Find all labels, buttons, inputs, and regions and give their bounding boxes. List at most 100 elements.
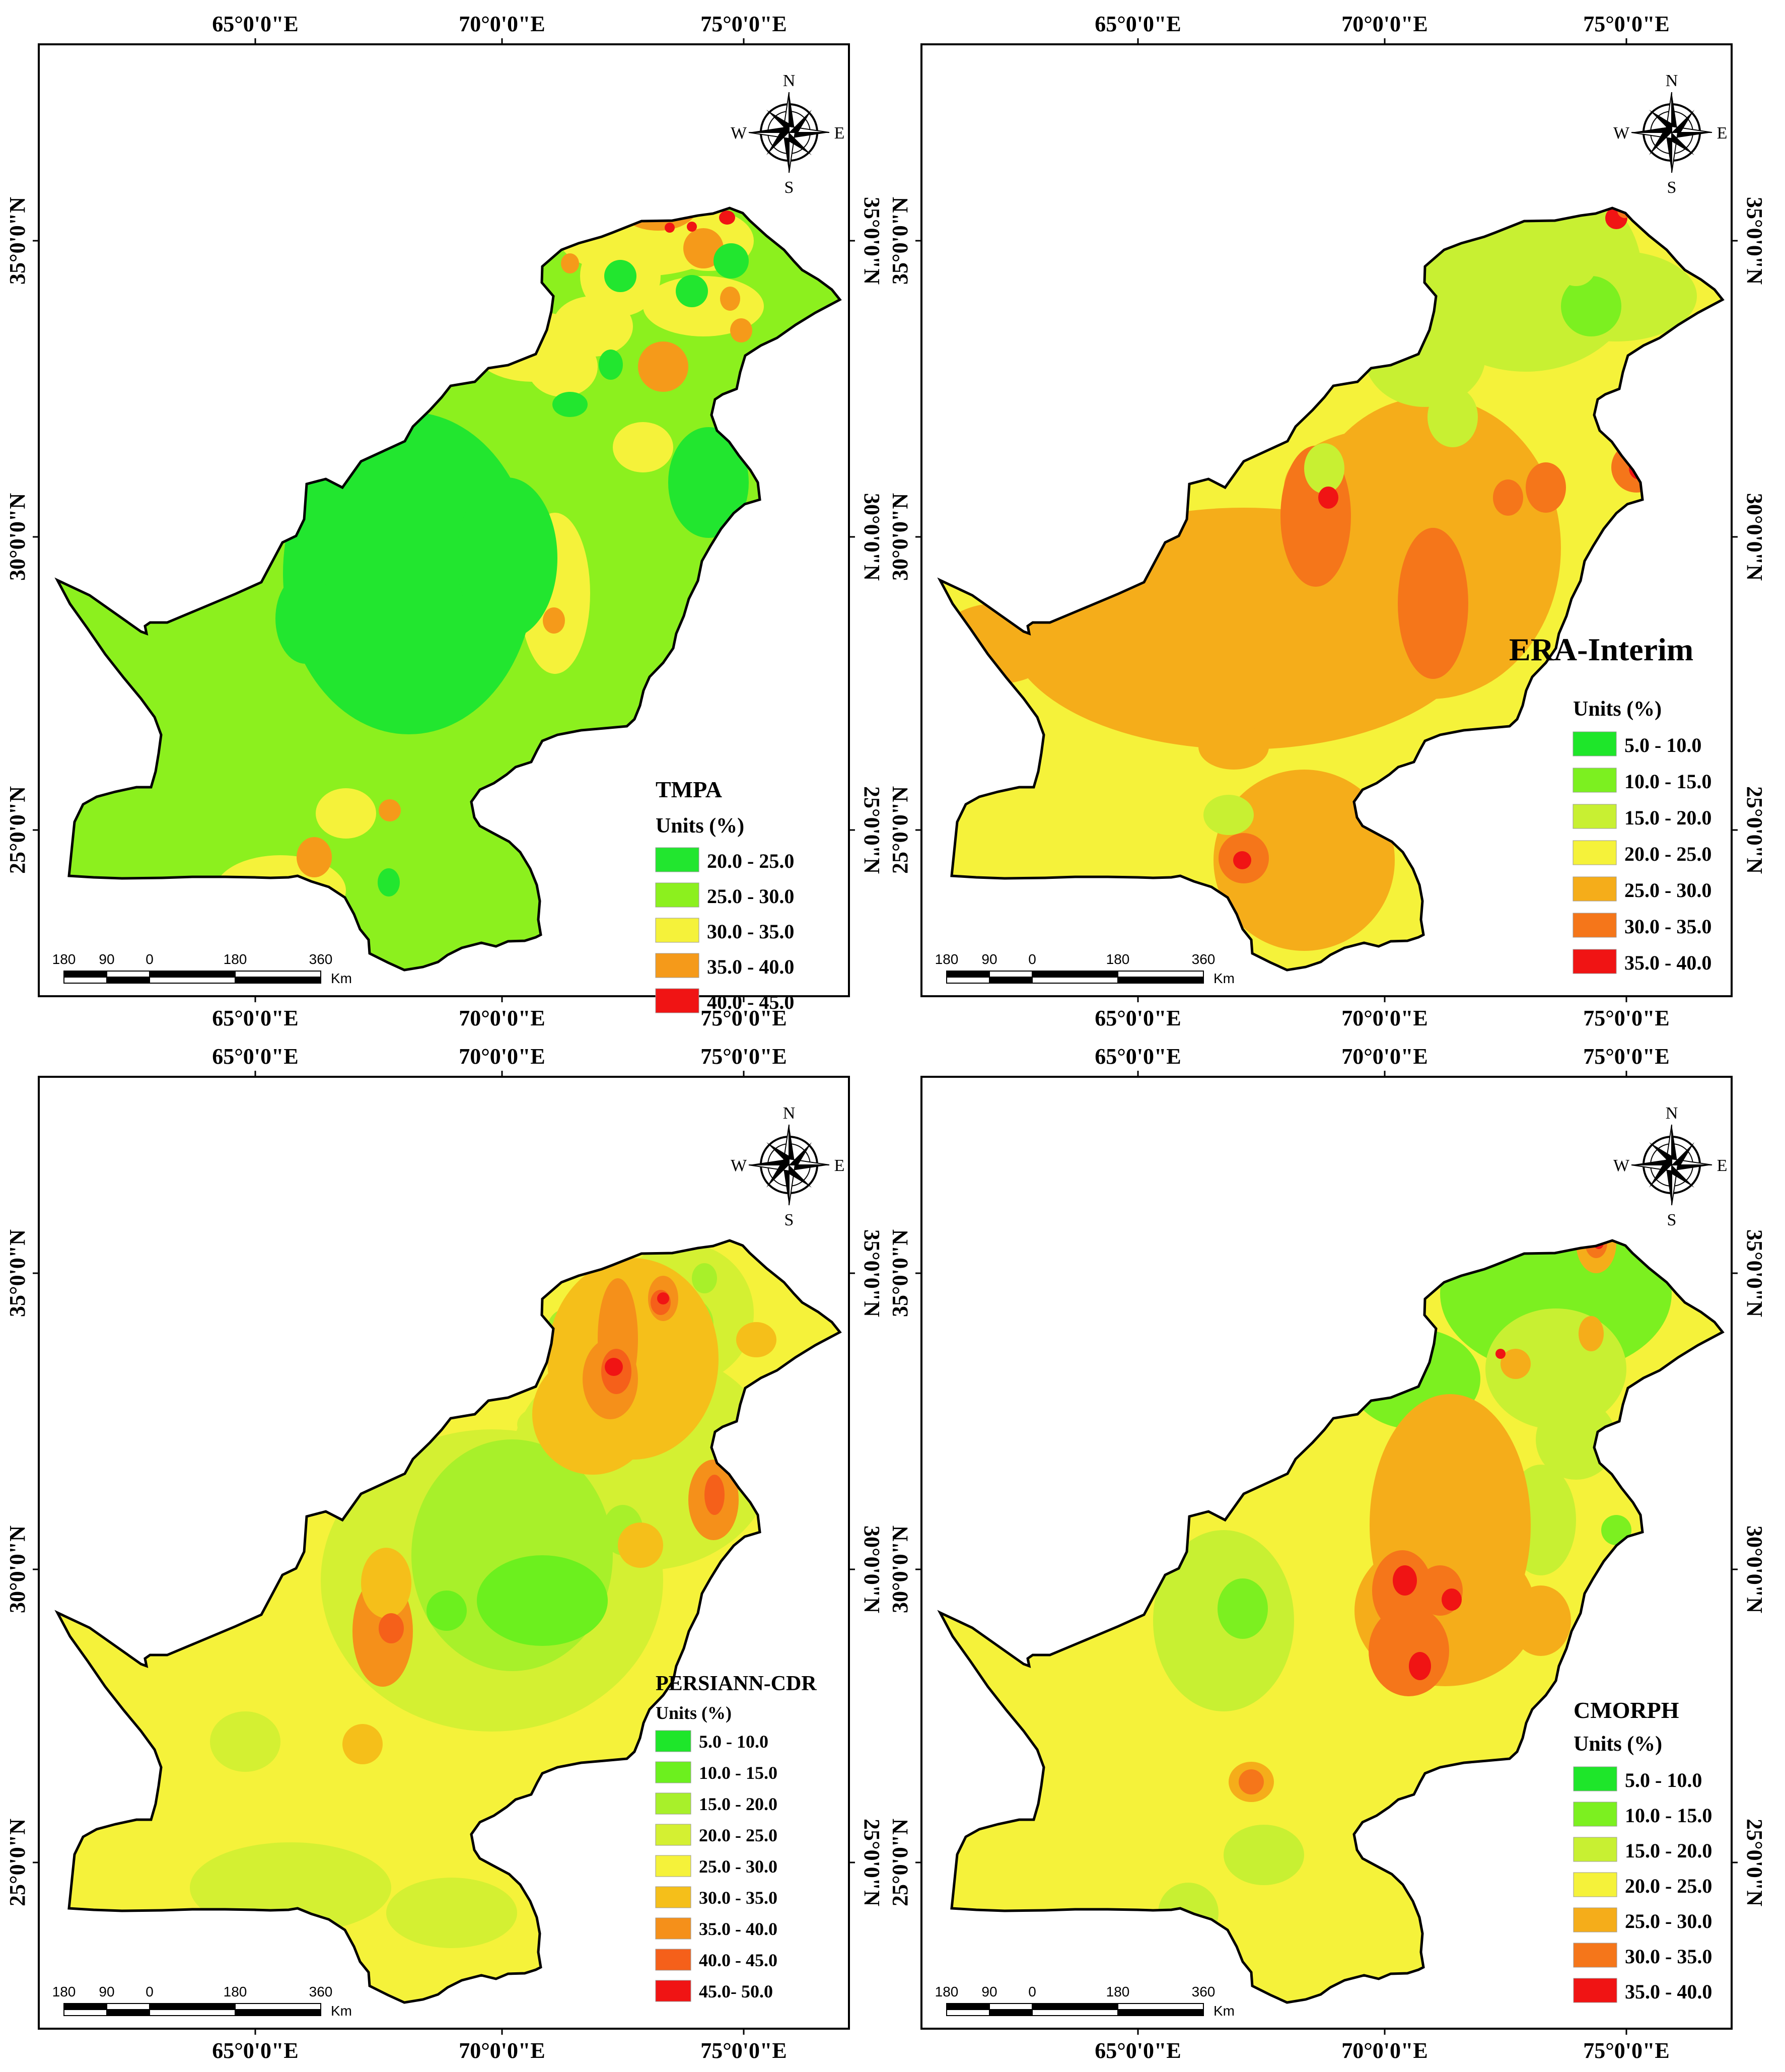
legend-swatch xyxy=(1573,768,1617,793)
legend-unit-label: Units (%) xyxy=(656,1703,732,1723)
legend-item-label: 20.0 - 25.0 xyxy=(699,1825,777,1845)
lon-tick-label-bottom: 65°0'0"E xyxy=(1095,1006,1181,1030)
scale-unit-label: Km xyxy=(331,2003,352,2019)
legend-item-label: 30.0 - 35.0 xyxy=(707,920,794,943)
legend-item-label: 5.0 - 10.0 xyxy=(1624,734,1701,756)
legend-item-label: 35.0 - 40.0 xyxy=(707,955,794,978)
lat-tick-label-right: 30°0'0"N xyxy=(1742,493,1767,581)
scale-tick-label: 180 xyxy=(1106,951,1130,967)
legend-swatch xyxy=(1573,876,1617,902)
scale-tick-label: 360 xyxy=(309,951,333,967)
lat-tick-label-left: 35°0'0"N xyxy=(888,197,912,285)
legend-swatch xyxy=(655,1917,691,1940)
legend-item-label: 25.0 - 30.0 xyxy=(699,1856,777,1877)
scale-bar: 180 90 0 180 360 Km xyxy=(935,951,1235,986)
lon-tick-label-bottom: 65°0'0"E xyxy=(212,1006,299,1030)
legend-swatch xyxy=(655,1761,691,1783)
legend: PERSIANN-CDR Units (%) 5.0 - 10.0 10.0 - 15… xyxy=(655,1672,817,2002)
lat-tick-label-left: 25°0'0"N xyxy=(5,1819,30,1906)
lat-tick-label-right: 25°0'0"N xyxy=(860,786,884,874)
scale-tick-label: 180 xyxy=(52,1984,76,1999)
lon-tick-label-top: 75°0'0"E xyxy=(1583,12,1670,36)
scale-tick-label: 0 xyxy=(146,951,154,967)
lon-tick-label-top: 65°0'0"E xyxy=(212,12,299,36)
legend-swatch xyxy=(1573,1943,1617,1968)
compass-rose-icon: N S E W xyxy=(731,72,844,197)
compass-east-label: E xyxy=(834,1156,845,1175)
lon-tick-label-bottom: 70°0'0"E xyxy=(459,2038,545,2063)
lat-tick-label-right: 35°0'0"N xyxy=(1742,1229,1767,1317)
legend-swatch xyxy=(655,1886,691,1908)
map-panel-cmorph: 65°0'0"E 65°0'0"E 70°0'0"E 70°0'0"E 75°0'0"E… xyxy=(888,1044,1767,2063)
compass-south-label: S xyxy=(1667,178,1677,197)
scale-tick-label: 180 xyxy=(224,1984,247,1999)
scale-bar: 180 90 0 180 360 Km xyxy=(935,1984,1235,2019)
legend-title: CMORPH xyxy=(1574,1697,1679,1723)
legend-swatch xyxy=(655,988,699,1013)
compass-south-label: S xyxy=(784,1211,794,1229)
scale-tick-label: 0 xyxy=(146,1984,154,1999)
legend-item-label: 25.0 - 30.0 xyxy=(1624,879,1711,902)
legend: TMPA Units (%) 20.0 - 25.0 25.0 - 30.0 30.0 … xyxy=(655,777,794,1013)
scale-unit-label: Km xyxy=(331,971,352,986)
legend-item-label: 35.0 - 40.0 xyxy=(1624,951,1711,974)
lat-tick-label-left: 25°0'0"N xyxy=(5,786,30,874)
legend-swatch xyxy=(655,1855,691,1877)
compass-east-label: E xyxy=(834,124,845,143)
legend-title: PERSIANN-CDR xyxy=(656,1672,817,1695)
compass-east-label: E xyxy=(1717,1156,1728,1175)
lat-tick-label-right: 35°0'0"N xyxy=(1742,197,1767,285)
legend-item-label: 15.0 - 20.0 xyxy=(1624,806,1711,829)
legend-item-label: 35.0 - 40.0 xyxy=(1625,1980,1712,2003)
legend-swatch xyxy=(1573,1837,1617,1862)
legend-item-label: 5.0 - 10.0 xyxy=(699,1732,768,1752)
legend-item-label: 10.0 - 15.0 xyxy=(1624,770,1711,793)
lon-tick-label-bottom: 75°0'0"E xyxy=(700,1006,787,1030)
legend-unit-label: Units (%) xyxy=(1573,698,1662,721)
lat-tick-label-left: 35°0'0"N xyxy=(5,197,30,285)
lat-tick-label-right: 30°0'0"N xyxy=(1742,1526,1767,1613)
legend-item-label: 35.0 - 40.0 xyxy=(699,1919,777,1939)
lat-tick-label-right: 35°0'0"N xyxy=(860,1229,884,1317)
compass-north-label: N xyxy=(1666,1104,1678,1123)
compass-north-label: N xyxy=(783,1104,796,1123)
scale-tick-label: 90 xyxy=(99,951,114,967)
scale-tick-label: 90 xyxy=(99,1984,114,1999)
compass-west-label: W xyxy=(731,124,747,143)
lon-tick-label-bottom: 70°0'0"E xyxy=(459,1006,545,1030)
lon-tick-label-top: 70°0'0"E xyxy=(1341,12,1428,36)
lon-tick-label-bottom: 70°0'0"E xyxy=(1341,2038,1428,2063)
compass-north-label: N xyxy=(1666,72,1678,90)
scale-tick-label: 0 xyxy=(1028,951,1036,967)
lat-tick-label-right: 35°0'0"N xyxy=(860,197,884,285)
legend-item-label: 20.0 - 25.0 xyxy=(707,850,794,872)
legend-title: ERA-Interim xyxy=(1509,632,1693,667)
scale-unit-label: Km xyxy=(1213,971,1235,986)
lat-tick-label-left: 25°0'0"N xyxy=(888,1819,912,1906)
legend-swatch xyxy=(1573,804,1617,829)
compass-rose-icon: N S E W xyxy=(731,1104,844,1229)
scale-tick-label: 360 xyxy=(309,1984,333,1999)
lon-tick-label-bottom: 75°0'0"E xyxy=(1583,1006,1670,1030)
compass-south-label: S xyxy=(1667,1211,1677,1229)
legend-swatch xyxy=(1573,1872,1617,1897)
legend-item-label: 45.0- 50.0 xyxy=(699,1981,773,2001)
legend-title: TMPA xyxy=(656,777,722,802)
lon-tick-label-bottom: 65°0'0"E xyxy=(212,2038,299,2063)
scale-tick-label: 90 xyxy=(981,1984,997,1999)
legend-swatch xyxy=(655,1730,691,1752)
lon-tick-label-top: 65°0'0"E xyxy=(1095,1044,1181,1069)
lon-tick-label-top: 65°0'0"E xyxy=(1095,12,1181,36)
lon-tick-label-bottom: 75°0'0"E xyxy=(1583,2038,1670,2063)
legend-item-label: 30.0 - 35.0 xyxy=(1625,1945,1712,1968)
scale-tick-label: 0 xyxy=(1028,1984,1036,1999)
legend-item-label: 15.0 - 20.0 xyxy=(699,1794,777,1814)
lon-tick-label-bottom: 70°0'0"E xyxy=(1341,1006,1428,1030)
compass-west-label: W xyxy=(1613,1156,1630,1175)
legend-swatch xyxy=(655,882,699,908)
scale-tick-label: 180 xyxy=(935,951,959,967)
lon-tick-label-bottom: 75°0'0"E xyxy=(700,2038,787,2063)
compass-west-label: W xyxy=(1613,124,1630,143)
legend-swatch xyxy=(655,1792,691,1815)
lat-tick-label-left: 30°0'0"N xyxy=(888,493,912,581)
